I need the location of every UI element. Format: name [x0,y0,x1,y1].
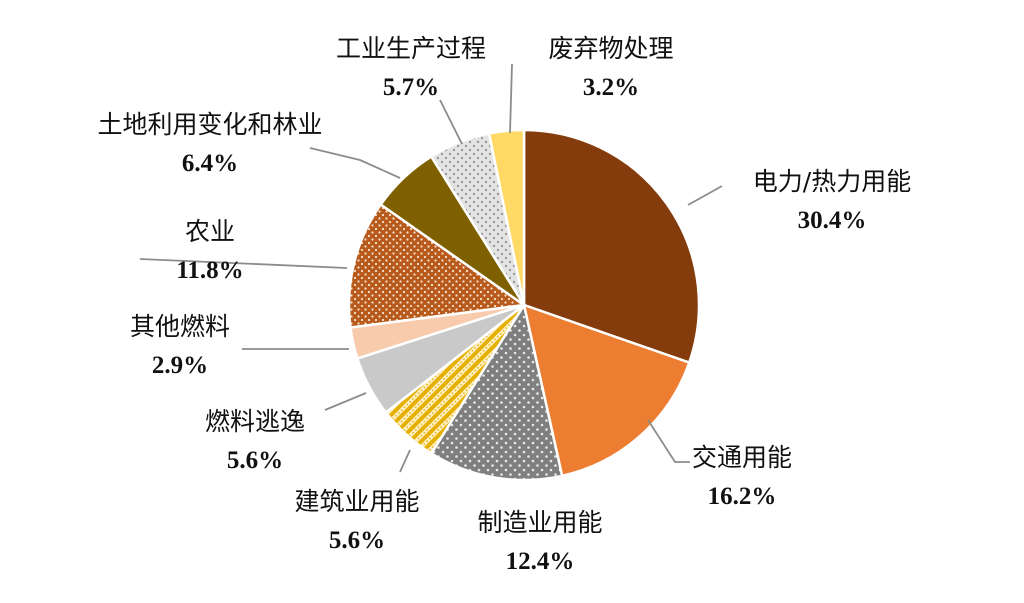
pie-slice [522,128,701,365]
slice-value-label: 5.7% [383,74,439,101]
pie-slice [429,301,564,482]
slice-value-label: 2.9% [152,352,208,379]
leader-line [324,392,367,411]
leader-line [399,449,411,473]
slice-name-label: 电力/热力用能 [753,167,911,196]
slice-name-label: 农业 [185,217,235,246]
leader-line [509,63,513,134]
leader-line [647,419,690,463]
slice-name-label: 交通用能 [692,443,792,472]
slice-value-label: 16.2% [708,483,777,510]
slice-name-label: 燃料逃逸 [205,407,305,436]
leader-line [439,99,463,145]
slice-value-label: 11.8% [176,257,243,284]
leader-line [309,147,401,179]
slice-labels: 电力/热力用能 30.4% 交通用能 16.2% 制造业用能 12.4% 建筑业用能 5.6%… [97,34,911,575]
slice-name-label: 工业生产过程 [336,34,486,63]
pie-slices [347,128,701,482]
pie-slice [522,303,691,478]
leader-lines [139,63,723,473]
pie-slice [487,128,526,306]
slice-name-label: 废弃物处理 [548,34,673,63]
pie-slice [347,202,528,329]
slice-name-label: 制造业用能 [477,508,602,537]
slice-value-label: 12.4% [506,548,575,575]
leader-line [139,258,348,269]
slice-value-label: 30.4% [798,207,867,234]
slice-name-label: 土地利用变化和林业 [97,110,322,139]
slice-name-label: 建筑业用能 [294,487,419,516]
slice-value-label: 6.4% [182,150,238,177]
slice-value-label: 5.6% [329,527,385,554]
slice-value-label: 5.6% [227,447,283,474]
slice-value-label: 3.2% [583,74,639,101]
leader-line [687,185,723,206]
slice-name-label: 其他燃料 [130,312,230,341]
